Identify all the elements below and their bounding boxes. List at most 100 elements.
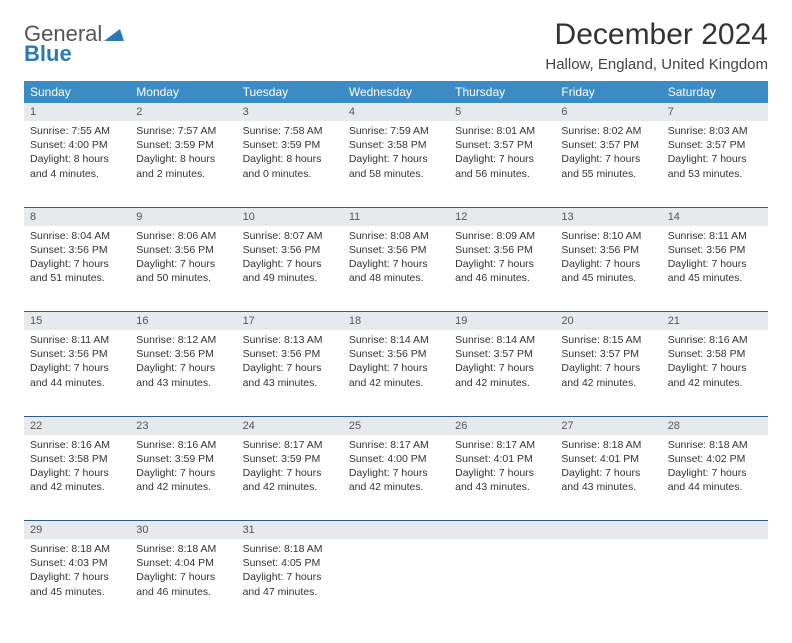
day-number (449, 521, 555, 540)
day1-text: Daylight: 7 hours (243, 466, 337, 480)
sunset-text: Sunset: 3:56 PM (349, 243, 443, 257)
day-number: 7 (662, 103, 768, 121)
sunset-text: Sunset: 3:56 PM (30, 347, 124, 361)
day1-text: Daylight: 7 hours (668, 466, 762, 480)
day-cell: Sunrise: 8:15 AMSunset: 3:57 PMDaylight:… (555, 330, 661, 416)
day-cell-content: Sunrise: 8:09 AMSunset: 3:56 PMDaylight:… (449, 226, 555, 292)
day1-text: Daylight: 7 hours (455, 257, 549, 271)
sunset-text: Sunset: 3:58 PM (30, 452, 124, 466)
day2-text: and 42 minutes. (668, 376, 762, 390)
day-cell: Sunrise: 8:14 AMSunset: 3:57 PMDaylight:… (449, 330, 555, 416)
day-header: Monday (130, 81, 236, 103)
day-cell (662, 539, 768, 625)
sunset-text: Sunset: 4:01 PM (561, 452, 655, 466)
day1-text: Daylight: 7 hours (668, 257, 762, 271)
sunset-text: Sunset: 3:57 PM (455, 347, 549, 361)
day-number: 9 (130, 207, 236, 226)
sunrise-text: Sunrise: 8:13 AM (243, 333, 337, 347)
day-number: 25 (343, 416, 449, 435)
day2-text: and 42 minutes. (561, 376, 655, 390)
day1-text: Daylight: 7 hours (243, 257, 337, 271)
day2-text: and 47 minutes. (243, 585, 337, 599)
day1-text: Daylight: 7 hours (136, 570, 230, 584)
day-content-row: Sunrise: 8:16 AMSunset: 3:58 PMDaylight:… (24, 435, 768, 521)
day2-text: and 0 minutes. (243, 167, 337, 181)
day2-text: and 45 minutes. (668, 271, 762, 285)
sunrise-text: Sunrise: 8:04 AM (30, 229, 124, 243)
day-cell: Sunrise: 7:55 AMSunset: 4:00 PMDaylight:… (24, 121, 130, 207)
day2-text: and 45 minutes. (30, 585, 124, 599)
day1-text: Daylight: 8 hours (136, 152, 230, 166)
day-cell: Sunrise: 8:04 AMSunset: 3:56 PMDaylight:… (24, 226, 130, 312)
day1-text: Daylight: 7 hours (455, 361, 549, 375)
day1-text: Daylight: 7 hours (243, 570, 337, 584)
day-cell: Sunrise: 8:16 AMSunset: 3:58 PMDaylight:… (662, 330, 768, 416)
day1-text: Daylight: 7 hours (30, 570, 124, 584)
day1-text: Daylight: 7 hours (30, 361, 124, 375)
day-cell-content: Sunrise: 8:16 AMSunset: 3:58 PMDaylight:… (662, 330, 768, 396)
day-header: Tuesday (237, 81, 343, 103)
day-cell-content: Sunrise: 8:04 AMSunset: 3:56 PMDaylight:… (24, 226, 130, 292)
day-cell-content: Sunrise: 8:01 AMSunset: 3:57 PMDaylight:… (449, 121, 555, 187)
day-cell: Sunrise: 8:12 AMSunset: 3:56 PMDaylight:… (130, 330, 236, 416)
day-number: 28 (662, 416, 768, 435)
day-cell-content: Sunrise: 8:17 AMSunset: 3:59 PMDaylight:… (237, 435, 343, 501)
sunset-text: Sunset: 3:57 PM (668, 138, 762, 152)
day-number: 11 (343, 207, 449, 226)
sunset-text: Sunset: 3:56 PM (243, 243, 337, 257)
sunrise-text: Sunrise: 8:14 AM (455, 333, 549, 347)
day-cell-content: Sunrise: 8:02 AMSunset: 3:57 PMDaylight:… (555, 121, 661, 187)
sunrise-text: Sunrise: 8:07 AM (243, 229, 337, 243)
sunrise-text: Sunrise: 8:17 AM (243, 438, 337, 452)
day-header: Thursday (449, 81, 555, 103)
day-cell-content: Sunrise: 8:16 AMSunset: 3:58 PMDaylight:… (24, 435, 130, 501)
day2-text: and 42 minutes. (30, 480, 124, 494)
day-cell: Sunrise: 8:14 AMSunset: 3:56 PMDaylight:… (343, 330, 449, 416)
day2-text: and 53 minutes. (668, 167, 762, 181)
day-header: Friday (555, 81, 661, 103)
sunset-text: Sunset: 3:56 PM (136, 347, 230, 361)
day-cell-content: Sunrise: 8:07 AMSunset: 3:56 PMDaylight:… (237, 226, 343, 292)
day-cell-content: Sunrise: 8:16 AMSunset: 3:59 PMDaylight:… (130, 435, 236, 501)
day-number: 2 (130, 103, 236, 121)
day2-text: and 48 minutes. (349, 271, 443, 285)
day1-text: Daylight: 7 hours (561, 257, 655, 271)
day-content-row: Sunrise: 8:04 AMSunset: 3:56 PMDaylight:… (24, 226, 768, 312)
sunrise-text: Sunrise: 7:59 AM (349, 124, 443, 138)
day1-text: Daylight: 7 hours (136, 257, 230, 271)
day-cell-content: Sunrise: 8:12 AMSunset: 3:56 PMDaylight:… (130, 330, 236, 396)
location-text: Hallow, England, United Kingdom (545, 56, 768, 73)
day1-text: Daylight: 7 hours (349, 361, 443, 375)
sunrise-text: Sunrise: 8:12 AM (136, 333, 230, 347)
day-cell (449, 539, 555, 625)
day-number: 22 (24, 416, 130, 435)
day-header: Wednesday (343, 81, 449, 103)
day-cell-content: Sunrise: 8:18 AMSunset: 4:04 PMDaylight:… (130, 539, 236, 605)
day2-text: and 43 minutes. (561, 480, 655, 494)
day-number: 3 (237, 103, 343, 121)
day2-text: and 42 minutes. (136, 480, 230, 494)
sunrise-text: Sunrise: 7:58 AM (243, 124, 337, 138)
day2-text: and 55 minutes. (561, 167, 655, 181)
day-number-row: 15161718192021 (24, 312, 768, 331)
day1-text: Daylight: 7 hours (668, 361, 762, 375)
logo: General Blue (24, 18, 124, 64)
day-number: 8 (24, 207, 130, 226)
day-number: 1 (24, 103, 130, 121)
day2-text: and 42 minutes. (349, 480, 443, 494)
day-cell: Sunrise: 8:18 AMSunset: 4:04 PMDaylight:… (130, 539, 236, 625)
day-cell: Sunrise: 8:17 AMSunset: 4:00 PMDaylight:… (343, 435, 449, 521)
day-number: 10 (237, 207, 343, 226)
sunset-text: Sunset: 3:59 PM (136, 452, 230, 466)
day-cell-content: Sunrise: 8:03 AMSunset: 3:57 PMDaylight:… (662, 121, 768, 187)
day-number-row: 293031 (24, 521, 768, 540)
day-number-row: 22232425262728 (24, 416, 768, 435)
sunrise-text: Sunrise: 7:57 AM (136, 124, 230, 138)
day-number: 14 (662, 207, 768, 226)
day-cell-content: Sunrise: 8:17 AMSunset: 4:01 PMDaylight:… (449, 435, 555, 501)
day-cell-content: Sunrise: 7:59 AMSunset: 3:58 PMDaylight:… (343, 121, 449, 187)
day-number: 16 (130, 312, 236, 331)
day-header-row: Sunday Monday Tuesday Wednesday Thursday… (24, 81, 768, 103)
sunset-text: Sunset: 4:04 PM (136, 556, 230, 570)
sunset-text: Sunset: 3:56 PM (30, 243, 124, 257)
